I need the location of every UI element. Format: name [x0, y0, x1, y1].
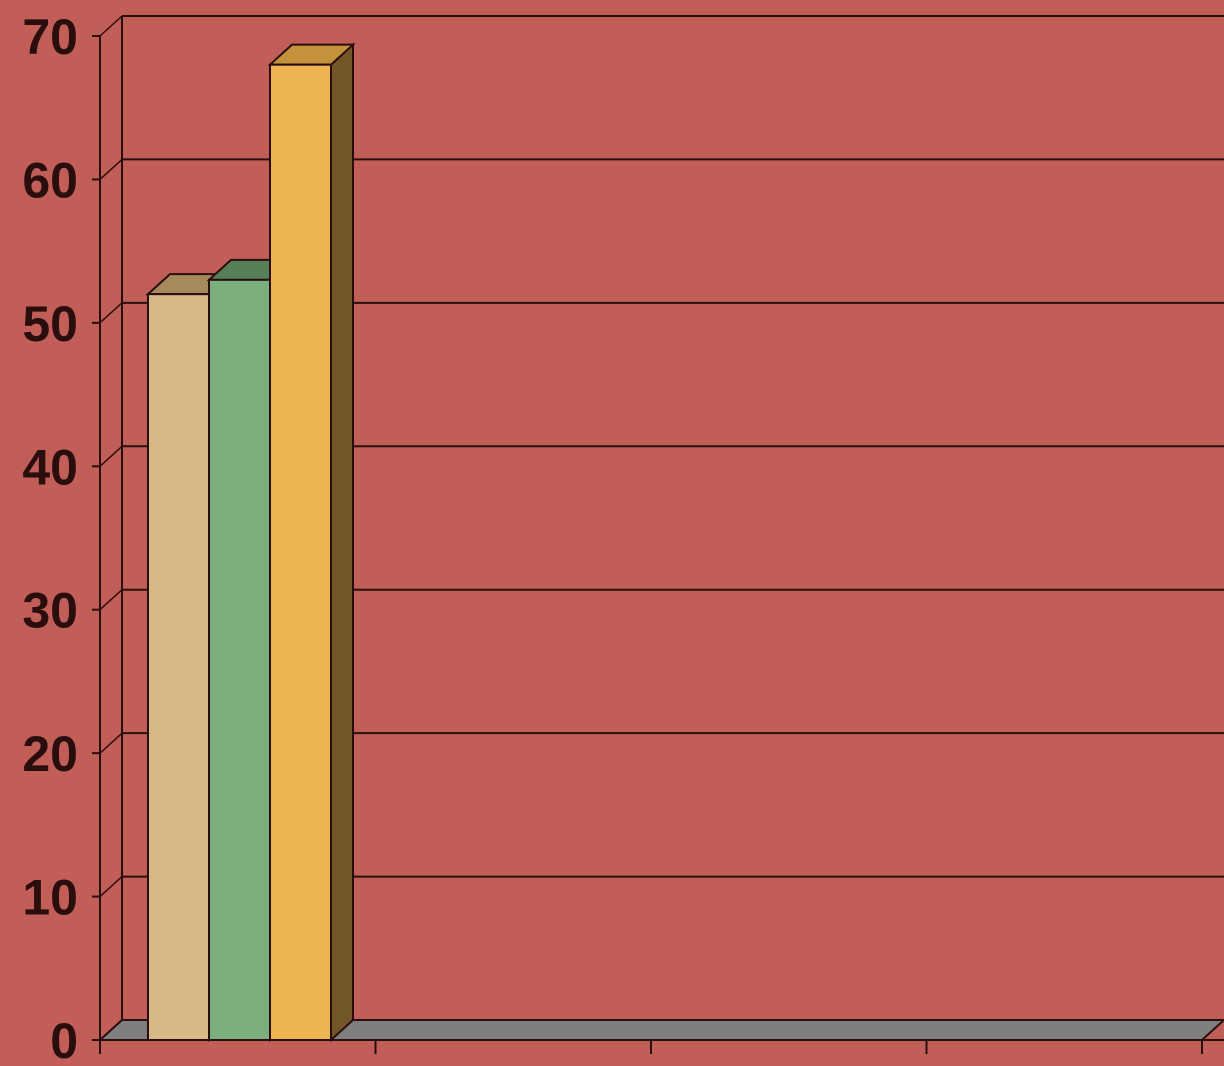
bar-front-face	[269, 63, 332, 1041]
y-axis-tick-label: 0	[50, 1013, 78, 1066]
bar-front-face	[208, 278, 271, 1042]
side-wall-gridline	[99, 732, 123, 754]
bar-front-face	[147, 293, 210, 1041]
y-axis-tick-label: 50	[22, 296, 78, 352]
bars	[145, 42, 356, 1043]
side-wall-gridline	[99, 158, 123, 180]
y-axis-tick-label: 10	[22, 870, 78, 926]
y-axis-tick-labels: 0 10 20 30 40 50 60 70	[22, 9, 78, 1066]
y-axis-tick-label: 30	[22, 583, 78, 639]
side-wall-gridline	[99, 15, 123, 37]
side-wall-gridline	[99, 445, 123, 467]
side-wall-gridline	[99, 589, 123, 611]
side-wall-gridline	[99, 876, 123, 898]
y-axis-tick-label: 60	[22, 152, 78, 208]
y-axis-tick-label: 40	[22, 439, 78, 495]
y-axis-tick-label: 20	[22, 726, 78, 782]
side-wall-gridline	[99, 302, 123, 324]
bar	[267, 42, 356, 1043]
bar-side-face	[330, 42, 354, 1043]
y-axis-tick-label: 70	[22, 9, 78, 65]
